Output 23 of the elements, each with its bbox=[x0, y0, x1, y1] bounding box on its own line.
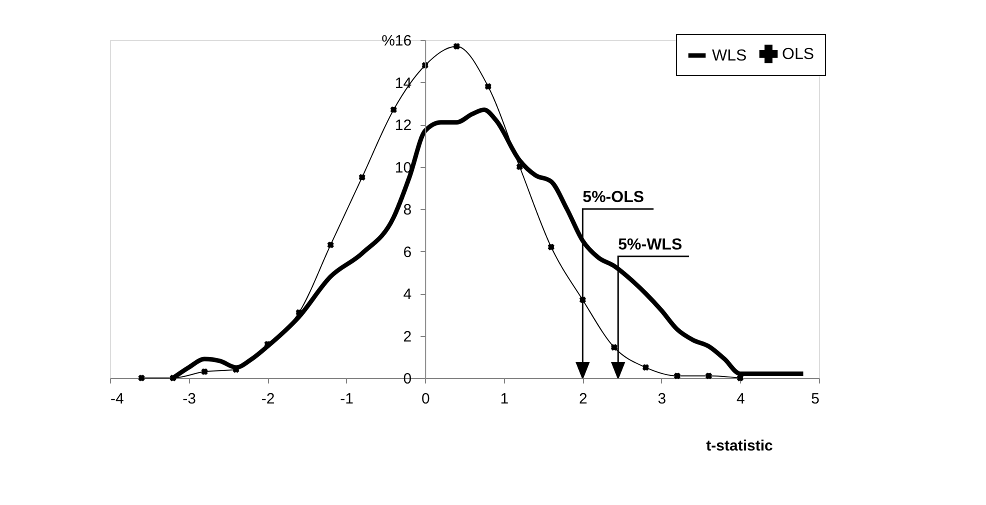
x-tick-label: 0 bbox=[421, 390, 430, 408]
legend-label: OLS bbox=[782, 46, 814, 63]
x-tick-label: 1 bbox=[500, 390, 509, 408]
x-tick-label: -4 bbox=[110, 390, 124, 408]
y-tick-label: 2 bbox=[403, 328, 412, 346]
y-tick-label: 6 bbox=[403, 244, 412, 261]
y-tick-label: 14 bbox=[394, 74, 412, 92]
x-tick-label: -2 bbox=[261, 390, 275, 408]
x-tick-label: -3 bbox=[182, 390, 196, 408]
x-tick-label: -1 bbox=[340, 390, 354, 408]
x-tick-label: 3 bbox=[658, 390, 666, 408]
ref-line-label: 5%-WLS bbox=[618, 236, 682, 254]
x-tick-label: 4 bbox=[736, 390, 745, 408]
y-tick-label: 4 bbox=[403, 286, 412, 303]
y-tick-label: 8 bbox=[403, 202, 412, 218]
x-tick-label: 2 bbox=[578, 390, 588, 408]
x-tick-label: 5 bbox=[811, 390, 820, 408]
y-tick-label: 0 bbox=[403, 370, 412, 388]
ref-line-label: 5%-OLS bbox=[582, 189, 644, 206]
legend-label: WLS bbox=[712, 48, 747, 64]
x-axis-title: t-statistic bbox=[706, 438, 773, 454]
y-tick-label: %16 bbox=[382, 32, 412, 50]
y-tick-label: 12 bbox=[394, 117, 412, 134]
